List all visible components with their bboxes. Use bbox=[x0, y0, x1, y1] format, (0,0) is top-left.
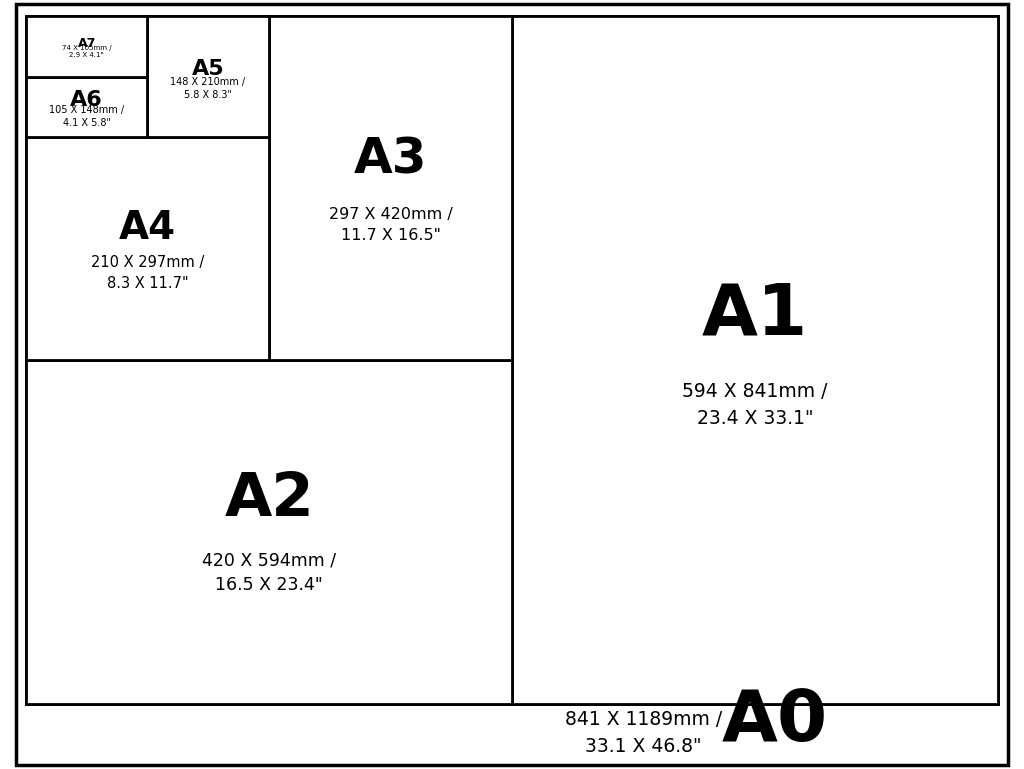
Text: A2: A2 bbox=[224, 470, 314, 529]
Text: A5: A5 bbox=[191, 58, 224, 78]
Text: 420 X 594mm /
16.5 X 23.4": 420 X 594mm / 16.5 X 23.4" bbox=[202, 551, 336, 594]
Bar bbox=[27, 16, 997, 704]
Bar bbox=[27, 138, 269, 361]
Text: 105 X 148mm /
4.1 X 5.8": 105 X 148mm / 4.1 X 5.8" bbox=[49, 105, 124, 128]
Text: A0: A0 bbox=[721, 687, 827, 756]
Bar bbox=[147, 16, 269, 138]
Text: A7: A7 bbox=[78, 37, 96, 50]
Text: 297 X 420mm /
11.7 X 16.5": 297 X 420mm / 11.7 X 16.5" bbox=[329, 207, 453, 243]
Bar bbox=[27, 77, 147, 138]
Bar bbox=[512, 16, 997, 704]
Text: 148 X 210mm /
5.8 X 8.3": 148 X 210mm / 5.8 X 8.3" bbox=[170, 77, 246, 100]
Text: 74 X 105mm /
2.9 X 4.1": 74 X 105mm / 2.9 X 4.1" bbox=[61, 45, 112, 58]
Text: A1: A1 bbox=[702, 281, 808, 350]
Bar bbox=[269, 16, 512, 361]
Text: A3: A3 bbox=[354, 136, 427, 184]
Bar bbox=[27, 16, 147, 77]
Text: 210 X 297mm /
8.3 X 11.7": 210 X 297mm / 8.3 X 11.7" bbox=[91, 255, 204, 291]
Text: A6: A6 bbox=[71, 90, 103, 110]
Text: A4: A4 bbox=[119, 209, 176, 248]
Bar bbox=[27, 361, 512, 704]
Text: 841 X 1189mm /
33.1 X 46.8": 841 X 1189mm / 33.1 X 46.8" bbox=[565, 711, 722, 756]
Text: 594 X 841mm /
23.4 X 33.1": 594 X 841mm / 23.4 X 33.1" bbox=[682, 382, 827, 428]
